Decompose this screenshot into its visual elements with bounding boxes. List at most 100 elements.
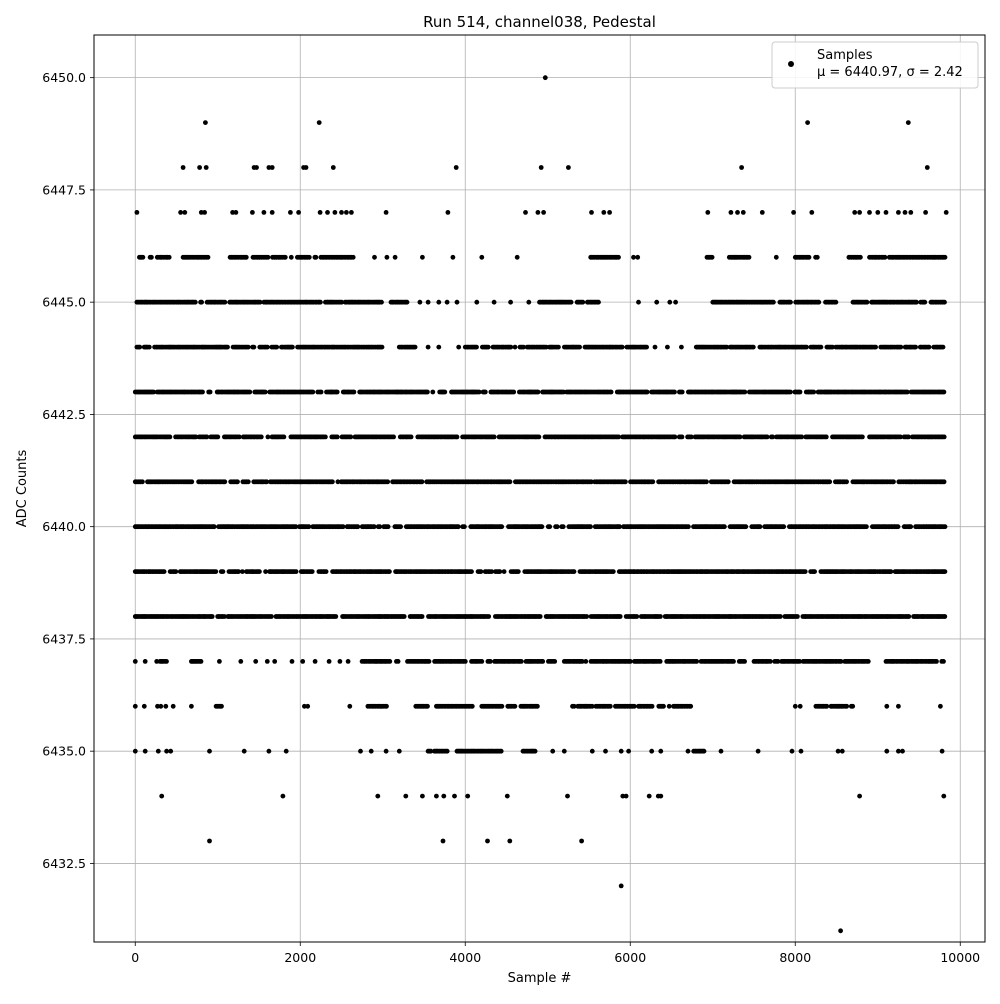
sample-point xyxy=(556,344,561,350)
sample-point xyxy=(425,299,431,305)
sample-point xyxy=(204,434,210,440)
sample-point xyxy=(619,344,625,350)
sample-point xyxy=(478,569,484,574)
sample-point xyxy=(839,748,845,754)
sample-point xyxy=(404,299,410,305)
sample-point xyxy=(896,210,901,215)
sample-point xyxy=(479,659,485,664)
sample-point xyxy=(425,389,430,395)
sample-point xyxy=(535,210,541,215)
sample-point xyxy=(164,748,170,754)
sample-point xyxy=(455,524,461,530)
sample-point xyxy=(377,524,383,530)
sample-point xyxy=(161,569,167,574)
sample-point xyxy=(334,389,340,395)
sample-point xyxy=(644,389,650,395)
sample-point xyxy=(420,254,425,260)
sample-point xyxy=(728,210,734,215)
sample-point xyxy=(306,254,312,260)
sample-point xyxy=(781,524,787,530)
sample-point xyxy=(303,165,309,170)
sample-point xyxy=(757,524,763,530)
sample-point xyxy=(938,703,943,709)
sample-point xyxy=(233,210,239,215)
sample-point xyxy=(305,703,311,709)
sample-point xyxy=(667,299,673,305)
sample-point xyxy=(163,703,169,709)
sample-point xyxy=(430,389,436,395)
sample-point xyxy=(425,703,430,709)
sample-point xyxy=(805,120,810,125)
sample-point xyxy=(384,254,390,260)
x-tick-label: 6000 xyxy=(614,950,646,965)
sample-point xyxy=(554,524,560,530)
sample-point xyxy=(882,254,888,260)
sample-point xyxy=(251,344,257,350)
sample-point xyxy=(884,703,890,709)
sample-point xyxy=(166,254,172,260)
sample-point xyxy=(797,389,803,395)
legend: Samples μ = 6440.97, σ = 2.42 xyxy=(771,41,979,89)
legend-series-name: Samples xyxy=(817,48,873,63)
sample-point xyxy=(709,254,715,260)
sample-point xyxy=(262,389,268,395)
sample-point xyxy=(403,793,409,799)
sample-point xyxy=(724,344,730,350)
sample-point xyxy=(199,299,205,305)
sample-point xyxy=(809,210,815,215)
x-axis-label: Sample # xyxy=(508,971,572,986)
sample-point xyxy=(155,748,161,754)
sample-point xyxy=(626,748,631,754)
sample-point xyxy=(773,254,779,260)
sample-point xyxy=(487,659,493,664)
sample-point xyxy=(245,479,251,485)
sample-point xyxy=(395,659,401,664)
sample-point xyxy=(266,748,272,754)
sample-point xyxy=(220,569,226,574)
sample-point xyxy=(812,569,817,574)
sample-point xyxy=(345,659,351,664)
sample-point xyxy=(566,165,571,170)
sample-point xyxy=(857,210,862,215)
sample-point xyxy=(797,659,802,664)
sample-point xyxy=(339,210,344,215)
sample-point xyxy=(896,748,901,754)
sample-point xyxy=(236,569,241,574)
sample-point xyxy=(891,479,896,485)
sample-point xyxy=(489,569,494,574)
sample-point xyxy=(412,344,418,350)
sample-point xyxy=(158,703,164,709)
sample-point xyxy=(265,344,270,350)
sample-point xyxy=(939,748,945,754)
data-points xyxy=(132,75,949,934)
sample-point xyxy=(379,344,385,350)
sample-point xyxy=(482,389,488,395)
sample-point xyxy=(865,659,871,664)
sample-point xyxy=(511,389,517,395)
sample-point xyxy=(799,434,805,440)
sample-point xyxy=(652,344,658,350)
sample-point xyxy=(264,659,270,664)
sample-point xyxy=(860,434,865,440)
sample-point xyxy=(266,165,272,170)
sample-point xyxy=(269,210,275,215)
sample-point xyxy=(385,524,391,530)
sample-point xyxy=(434,793,439,799)
sample-point xyxy=(515,569,521,574)
sample-point xyxy=(238,659,244,664)
sample-point xyxy=(408,434,414,440)
sample-point xyxy=(288,210,293,215)
sample-point xyxy=(168,748,174,754)
sample-point xyxy=(391,434,396,440)
sample-point xyxy=(450,254,456,260)
sample-point xyxy=(247,389,253,395)
sample-point xyxy=(650,479,656,485)
sample-point xyxy=(767,659,773,664)
sample-point xyxy=(620,793,626,799)
sample-point xyxy=(398,524,403,530)
sample-point xyxy=(797,703,803,709)
sample-point xyxy=(561,748,567,754)
sample-point xyxy=(290,344,295,350)
sample-point xyxy=(499,524,505,530)
sample-point xyxy=(344,210,349,215)
